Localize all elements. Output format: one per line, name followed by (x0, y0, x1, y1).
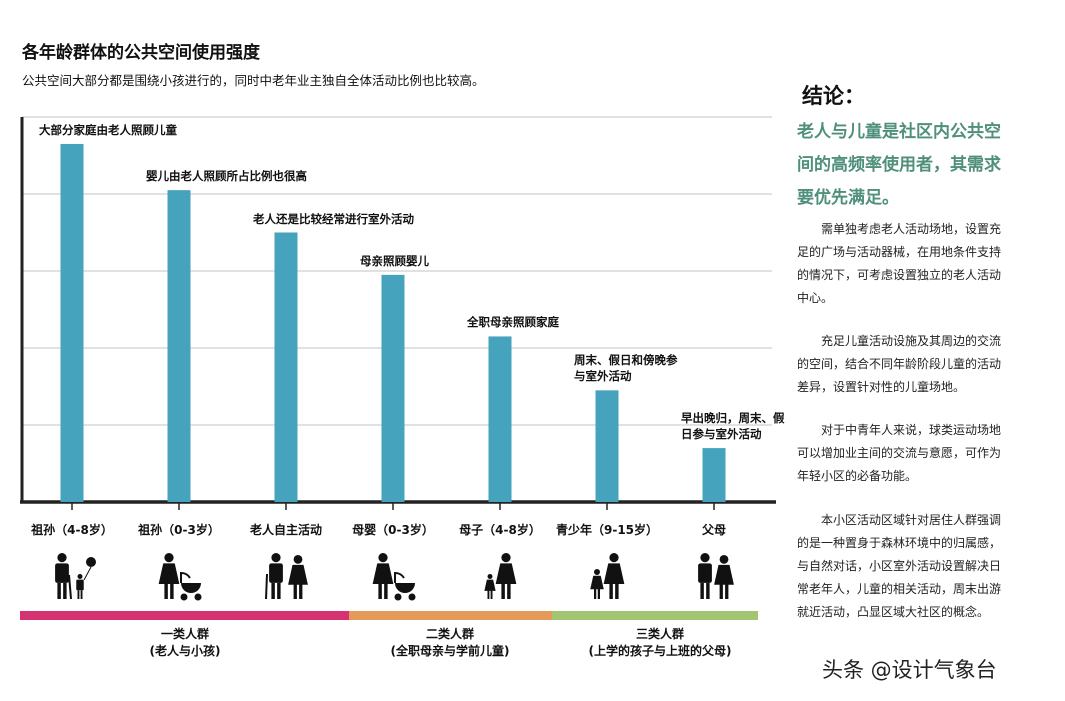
couple-icon (698, 553, 734, 599)
mother-with-stroller-icon (373, 553, 416, 601)
bar-annotation-5: 全职母亲照顾家庭 (467, 314, 559, 330)
mother-with-child-icon (484, 553, 516, 599)
x-tick-label-3: 老人自主活动 (226, 521, 346, 538)
bar-7 (703, 448, 726, 502)
bar-1 (61, 144, 84, 502)
x-tick-label-5: 母子（4-8岁） (440, 521, 560, 538)
bar-5 (489, 336, 512, 502)
bar-2 (168, 190, 191, 502)
group-band-1 (20, 611, 349, 620)
bar-annotation-4: 母亲照顾婴儿 (360, 253, 429, 269)
bar-annotation-6: 周末、假日和傍晚参 与室外活动 (574, 352, 678, 384)
conclusion-highlight: 老人与儿童是社区内公共空间的高频率使用者，其需求要优先满足。 (797, 116, 1007, 215)
bar-annotation-3: 老人还是比较经常进行室外活动 (253, 211, 414, 227)
conclusion-paragraph-3: 对于中青年人来说，球类运动场地可以增加业主间的交流与意愿，可作为年轻小区的必备功… (797, 419, 1001, 488)
bar-annotation-7: 早出晚归，周末、假 日参与室外活动 (681, 410, 785, 442)
elderly-couple-icon (266, 553, 308, 599)
group-band-2 (349, 611, 552, 620)
conclusion-paragraph-4: 本小区活动区域针对居住人群强调的是一种置身于森林环境中的归属感，与自然对话，小区… (797, 509, 1001, 624)
watermark: 头条 @设计气象台 (822, 654, 997, 684)
conclusion-heading: 结论： (802, 80, 865, 110)
group-label-3: 三类人群 (上学的孩子与上班的父母) (565, 626, 755, 660)
conclusion-paragraph-2: 充足儿童活动设施及其周边的交流的空间，结合不同年龄阶段儿童的活动差异，设置针对性… (797, 330, 1001, 399)
group-label-2: 二类人群 (全职母亲与学前儿童) (360, 626, 540, 660)
conclusion-paragraph-1: 需单独考虑老人活动场地，设置充足的广场与活动器械，在用地条件支持的情况下，可考虑… (797, 218, 1001, 310)
group-band-3 (552, 611, 758, 620)
bar-3 (275, 233, 298, 503)
elder-with-stroller-icon (159, 553, 202, 601)
bar-annotation-1: 大部分家庭由老人照顾儿童 (39, 122, 177, 138)
x-tick-label-1: 祖孙（4-8岁） (12, 521, 132, 538)
bar-4 (382, 275, 405, 502)
bar-annotation-2: 婴儿由老人照顾所占比例也很高 (146, 168, 307, 184)
x-tick-label-6: 青少年（9-15岁） (547, 521, 667, 538)
mother-with-teen-icon (590, 553, 624, 599)
elder-with-child-balloon-icon (55, 553, 96, 599)
bar-6 (596, 390, 619, 502)
group-label-1: 一类人群 (老人与小孩) (95, 626, 275, 660)
bar-chart (0, 0, 790, 610)
x-tick-label-7: 父母 (654, 521, 774, 538)
x-tick-label-2: 祖孙（0-3岁） (119, 521, 239, 538)
x-tick-label-4: 母婴（0-3岁） (333, 521, 453, 538)
